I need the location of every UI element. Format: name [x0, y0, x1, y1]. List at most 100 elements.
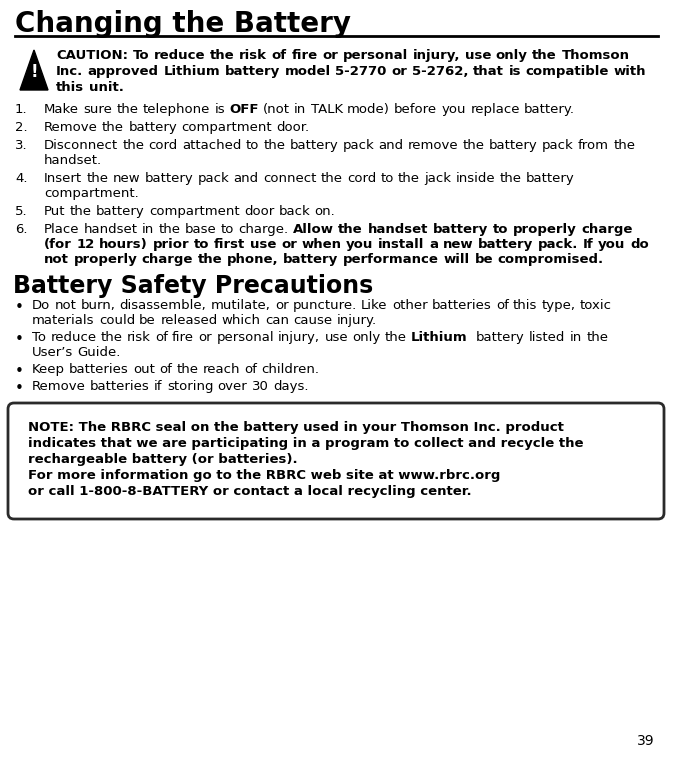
Text: properly: properly: [74, 253, 137, 266]
Text: the: the: [385, 331, 407, 344]
Text: Like: Like: [361, 299, 387, 312]
Text: •: •: [15, 300, 24, 315]
Text: of: of: [272, 49, 287, 62]
Text: unit.: unit.: [88, 81, 124, 94]
Text: the: the: [321, 172, 342, 185]
Text: first: first: [214, 238, 246, 251]
Text: in: in: [294, 103, 306, 116]
Text: install: install: [378, 238, 425, 251]
Text: of: of: [244, 363, 257, 376]
Text: to: to: [246, 139, 259, 152]
Text: the: the: [86, 172, 109, 185]
Text: puncture.: puncture.: [293, 299, 357, 312]
Text: battery: battery: [96, 205, 144, 218]
Text: Place: Place: [44, 223, 80, 236]
Text: battery: battery: [225, 65, 280, 78]
Text: only: only: [352, 331, 381, 344]
Text: cord: cord: [347, 172, 376, 185]
Text: pack: pack: [343, 139, 375, 152]
Text: Allow: Allow: [293, 223, 333, 236]
Text: with: with: [614, 65, 646, 78]
Text: connect: connect: [263, 172, 317, 185]
Text: battery: battery: [489, 139, 538, 152]
Text: children.: children.: [262, 363, 320, 376]
Text: is: is: [508, 65, 521, 78]
Text: 5-2762,: 5-2762,: [412, 65, 468, 78]
Text: days.: days.: [273, 380, 308, 393]
Text: batteries: batteries: [70, 363, 129, 376]
Text: telephone: telephone: [142, 103, 210, 116]
Text: the: the: [101, 331, 123, 344]
Text: the: the: [398, 172, 420, 185]
Text: personal: personal: [343, 49, 408, 62]
Text: prior: prior: [153, 238, 190, 251]
Text: use: use: [250, 238, 276, 251]
Text: For more information go to the RBRC web site at www.rbrc.org: For more information go to the RBRC web …: [28, 469, 500, 482]
Text: you: you: [441, 103, 466, 116]
Text: burn,: burn,: [80, 299, 115, 312]
Text: new: new: [113, 172, 140, 185]
Text: 12: 12: [76, 238, 95, 251]
Text: in: in: [142, 223, 155, 236]
Text: compartment: compartment: [149, 205, 240, 218]
Text: you: you: [346, 238, 373, 251]
Text: NOTE: The RBRC seal on the battery used in your Thomson Inc. product: NOTE: The RBRC seal on the battery used …: [28, 421, 564, 434]
Text: the: the: [70, 205, 92, 218]
Text: use: use: [325, 331, 348, 344]
Text: pack.: pack.: [538, 238, 578, 251]
Text: battery: battery: [144, 172, 193, 185]
Text: pack: pack: [542, 139, 574, 152]
Text: base: base: [185, 223, 217, 236]
Text: Thomson: Thomson: [562, 49, 630, 62]
Text: To: To: [132, 49, 149, 62]
Text: the: the: [102, 121, 124, 134]
Text: hours): hours): [99, 238, 148, 251]
Text: indicates that we are participating in a program to collect and recycle the: indicates that we are participating in a…: [28, 437, 583, 450]
Text: risk: risk: [239, 49, 267, 62]
Text: from: from: [578, 139, 609, 152]
Text: or: or: [198, 331, 212, 344]
Text: battery: battery: [526, 172, 574, 185]
Text: the: the: [263, 139, 286, 152]
Text: battery: battery: [128, 121, 177, 134]
Text: battery: battery: [478, 238, 533, 251]
Text: that: that: [473, 65, 504, 78]
Text: over: over: [217, 380, 247, 393]
Polygon shape: [20, 50, 48, 90]
Text: injury,: injury,: [412, 49, 460, 62]
Text: OFF: OFF: [229, 103, 259, 116]
FancyBboxPatch shape: [8, 403, 664, 519]
Text: 39: 39: [637, 734, 655, 748]
Text: User’s: User’s: [32, 346, 74, 359]
Text: this: this: [56, 81, 84, 94]
Text: remove: remove: [408, 139, 458, 152]
Text: before: before: [394, 103, 437, 116]
Text: the: the: [463, 139, 485, 152]
Text: not: not: [44, 253, 69, 266]
Text: phone,: phone,: [227, 253, 279, 266]
Text: battery: battery: [290, 139, 338, 152]
Text: Remove: Remove: [44, 121, 98, 134]
Text: performance: performance: [344, 253, 439, 266]
Text: reduce: reduce: [154, 49, 205, 62]
Text: 4.: 4.: [15, 172, 28, 185]
Text: the: the: [198, 253, 223, 266]
Text: fire: fire: [292, 49, 318, 62]
Text: type,: type,: [541, 299, 576, 312]
Text: 30: 30: [252, 380, 269, 393]
Text: which: which: [222, 314, 261, 327]
Text: other: other: [392, 299, 428, 312]
Text: and: and: [379, 139, 404, 152]
Text: (not: (not: [263, 103, 290, 116]
Text: do: do: [630, 238, 649, 251]
Text: 6.: 6.: [15, 223, 28, 236]
Text: door.: door.: [276, 121, 309, 134]
Text: the: the: [210, 49, 235, 62]
Text: the: the: [500, 172, 521, 185]
Text: Do: Do: [32, 299, 50, 312]
Text: charge: charge: [581, 223, 632, 236]
Text: the: the: [122, 139, 144, 152]
Text: fire: fire: [172, 331, 194, 344]
Text: injury.: injury.: [337, 314, 377, 327]
Text: !: !: [30, 63, 38, 81]
